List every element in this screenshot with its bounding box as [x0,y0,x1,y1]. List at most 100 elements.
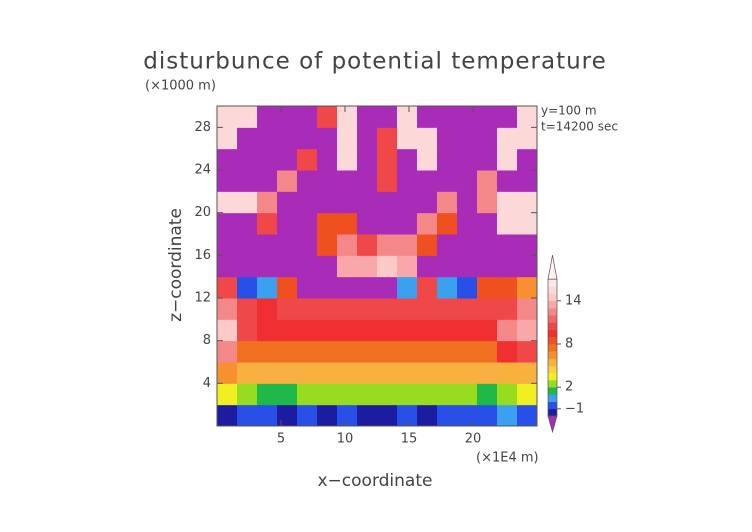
contour-cell [217,127,238,150]
contour-cell [337,340,358,363]
contour-cell [397,255,418,278]
contour-cell [357,404,378,427]
contour-cell [377,234,398,256]
contour-cell [517,127,538,150]
contour-cell [237,383,258,406]
contour-cell [217,148,238,171]
contour-cell [457,298,478,320]
y-tick-label: 28 [194,120,211,135]
contour-cell [357,255,378,278]
contour-cell [397,234,418,256]
colorbar-segment [548,286,557,294]
annotation: y=100 m [541,104,597,118]
contour-cell [297,404,318,427]
contour-cell [357,276,378,299]
contour-cell [517,404,538,427]
contour-cell [217,255,238,278]
contour-cell [417,298,438,320]
contour-cell [297,234,318,256]
contour-cell [337,170,358,192]
contour-cell [417,404,438,427]
contour-cell [357,191,378,214]
contour-cell [257,106,278,128]
contour-cell [257,362,278,384]
contour-cell [397,276,418,299]
contour-cell [337,404,358,427]
contour-cell [297,319,318,342]
contour-cell [237,362,258,384]
contour-cell [237,340,258,363]
colorbar-segment [548,365,557,374]
colorbar-segment [548,293,557,302]
colorbar-segment [548,279,557,287]
contour-cell [257,127,278,150]
contour-cell [517,170,538,192]
contour-cell [357,106,378,128]
contour-cell [457,170,478,192]
contour-cell [277,340,298,363]
contour-cell [277,298,298,320]
contour-cell [477,234,498,256]
contour-cell [457,212,478,235]
contour-cell [317,191,338,214]
contour-cell [317,319,338,342]
contour-cell [237,170,258,192]
contour-cell [457,319,478,342]
contour-cell [337,127,358,150]
colorbar-segment [548,308,557,316]
contour-cell [497,362,518,384]
contour-cell [257,212,278,235]
contour-cell [397,170,418,192]
contour-cell [377,212,398,235]
contour-cell [317,276,338,299]
contour-cell [497,170,518,192]
contour-cell [277,170,298,192]
contour-cell [437,362,458,384]
annotation: t=14200 sec [541,120,618,134]
contour-cell [437,340,458,363]
contour-cell [437,170,458,192]
contour-cell [217,276,238,299]
contour-cell [457,127,478,150]
contour-cell [497,319,518,342]
contour-cell [497,106,518,128]
contour-cell [437,234,458,256]
colorbar-segment [548,351,557,359]
colorbar-segment [548,329,557,338]
contour-cell [337,255,358,278]
y-axis-label: z−coordinate [166,208,186,322]
contour-cell [417,191,438,214]
colorbar-segment [548,315,557,323]
contour-cell [517,234,538,256]
colorbar-segment [548,401,557,410]
contour-cell [217,191,238,214]
x-tick-label: 10 [337,432,354,447]
contour-cell [357,340,378,363]
contour-cell [357,127,378,150]
contour-cell [357,319,378,342]
colorbar-segment [548,336,557,345]
contour-cell [317,234,338,256]
x-tick-label: 5 [277,432,285,447]
colorbar-segment [548,380,557,388]
contour-cell [237,255,258,278]
y-tick-label: 16 [194,248,211,263]
contour-cell [477,170,498,192]
contour-cell [237,319,258,342]
contour-cell [377,106,398,128]
contour-cell [277,276,298,299]
contour-cell [297,212,318,235]
contour-cell [417,234,438,256]
contour-cell [257,276,278,299]
contour-cell [377,191,398,214]
contour-cell [397,191,418,214]
contour-cell [377,383,398,406]
contour-cell [417,319,438,342]
contour-cell [297,127,318,150]
contour-cell [417,340,438,363]
contour-cell [217,362,238,384]
contour-cell [257,404,278,427]
contour-cell [397,404,418,427]
contour-cell [457,148,478,171]
contour-cell [497,340,518,363]
